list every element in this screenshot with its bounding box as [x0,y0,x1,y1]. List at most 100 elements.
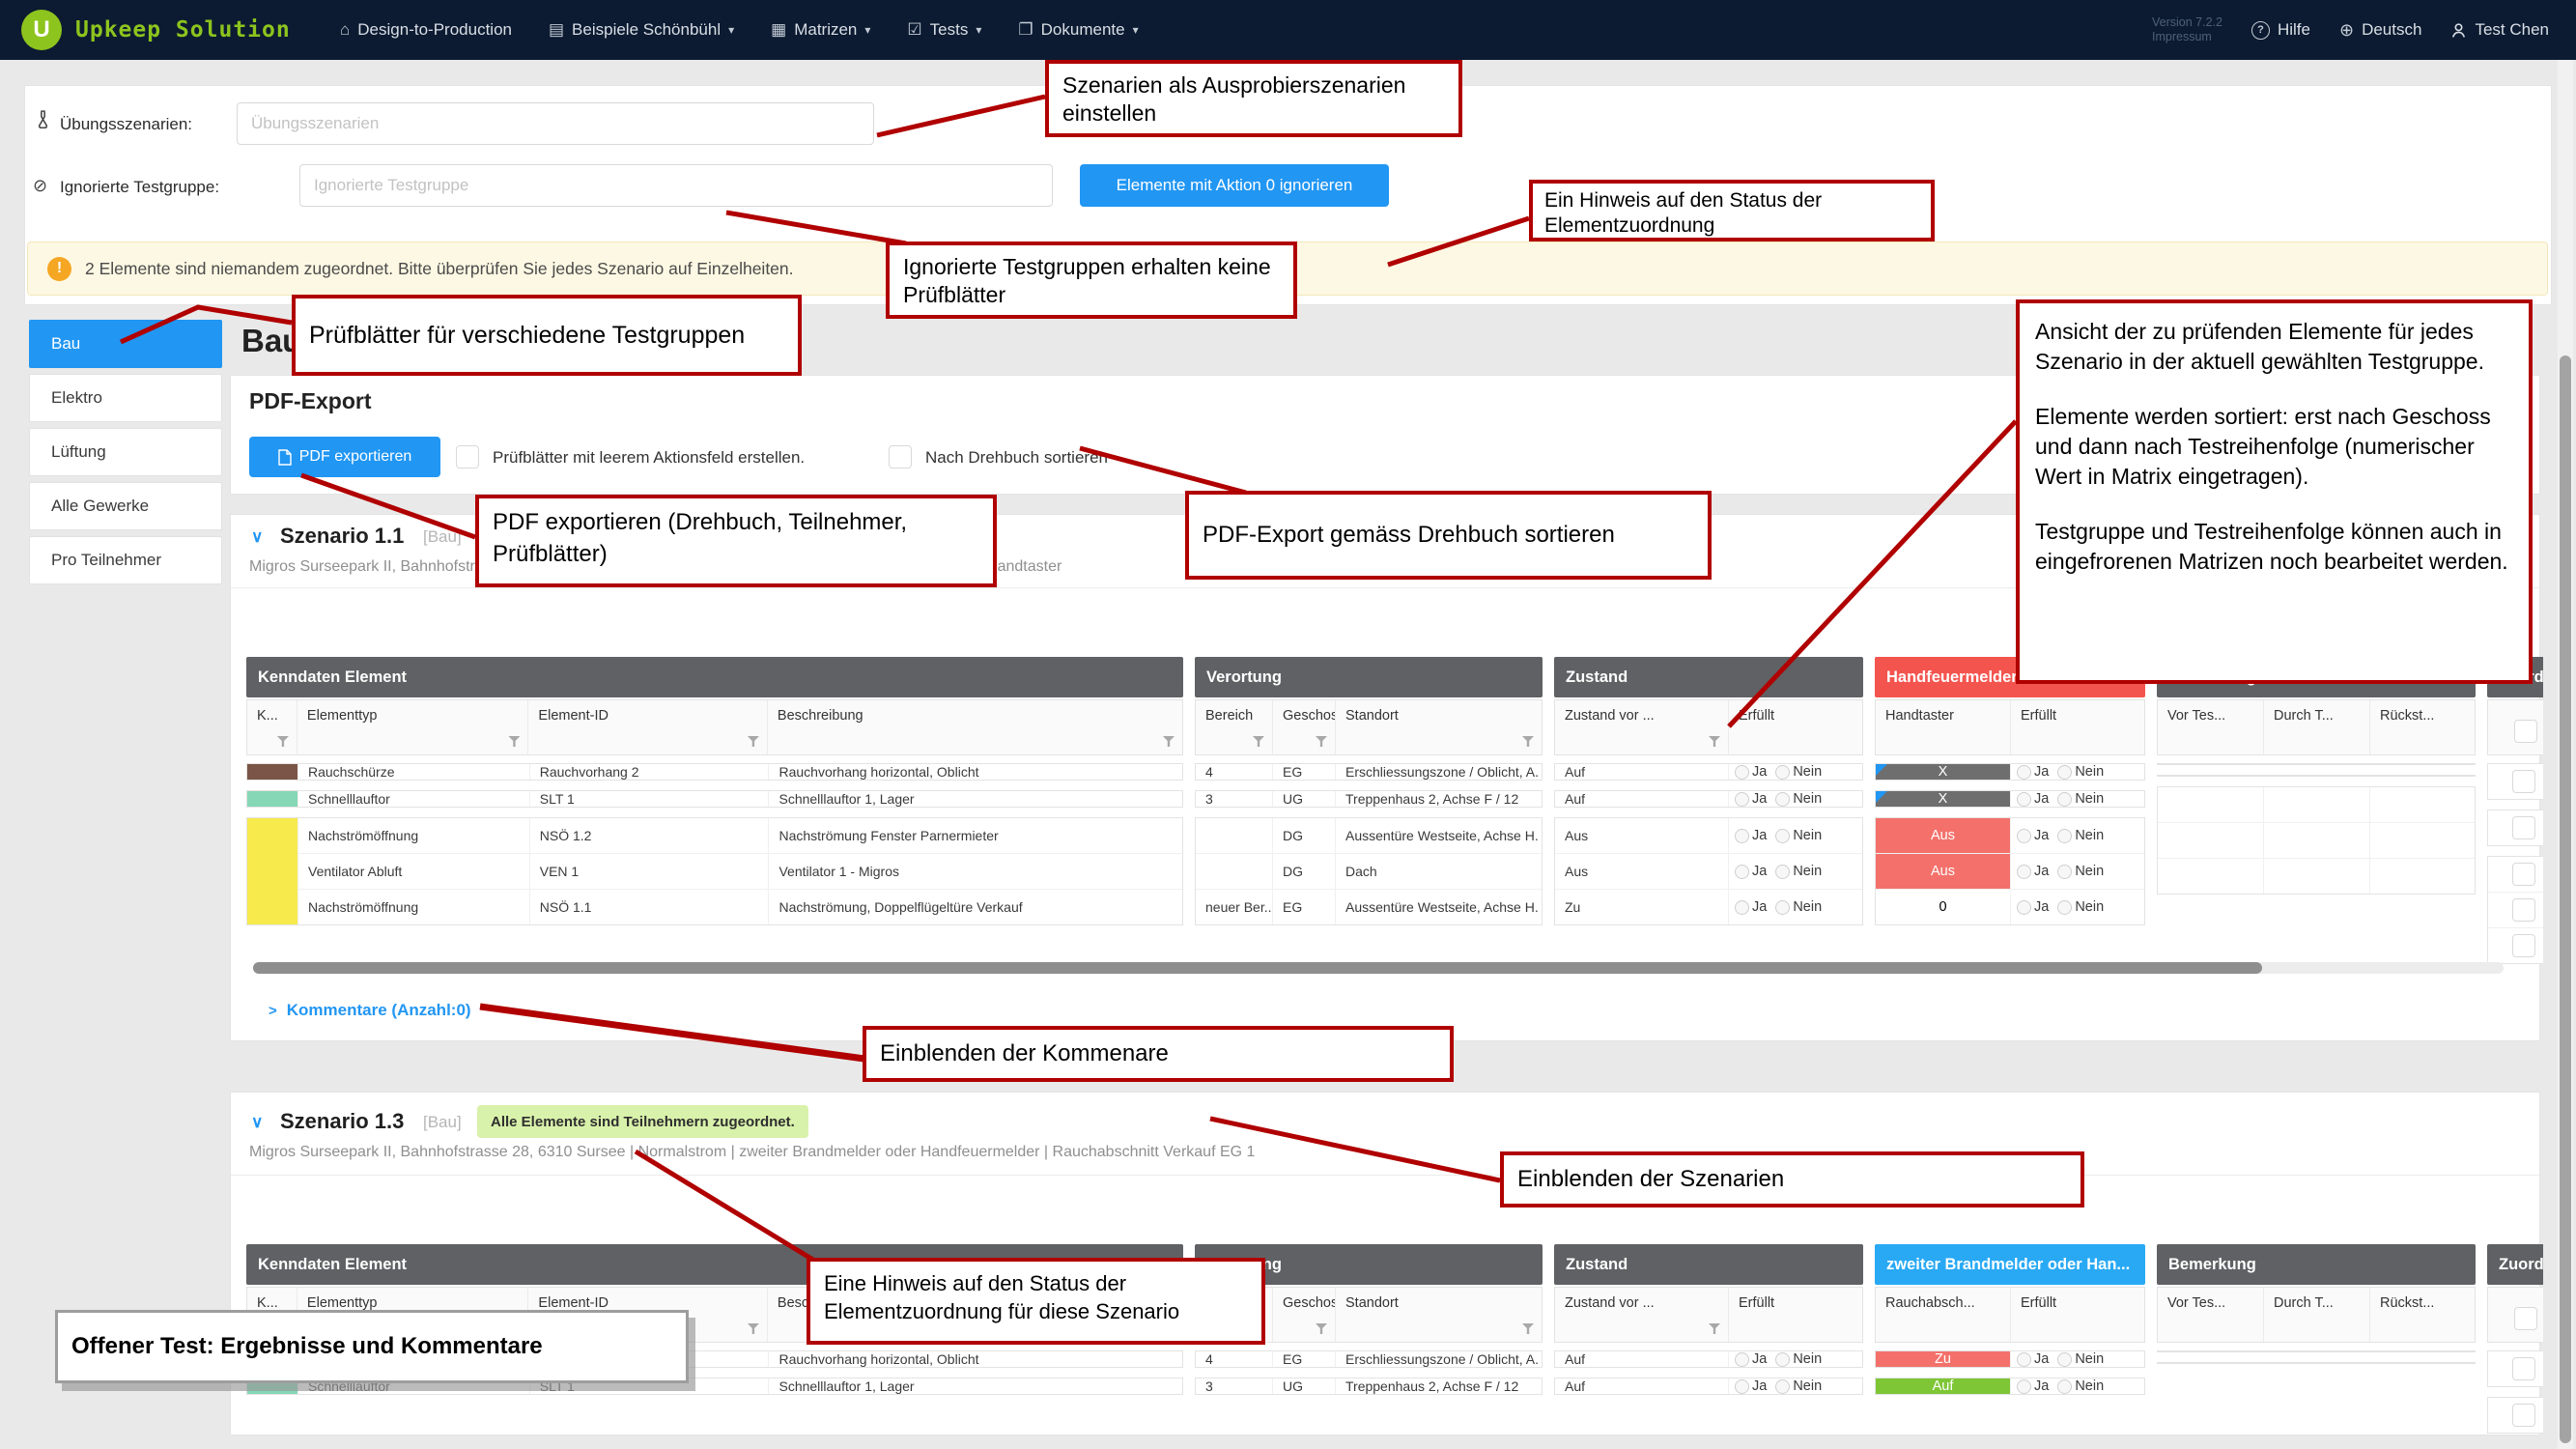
cell-empty[interactable] [2264,787,2370,822]
row-checkbox[interactable] [2511,863,2535,886]
radio-ja[interactable] [1735,828,1749,843]
table-row[interactable]: 3 UG Treppenhaus 2, Achse F / 12 [1195,1378,1543,1395]
radio-ja[interactable] [2017,1351,2031,1367]
radio-nein[interactable] [2057,1351,2073,1367]
chevron-down-icon[interactable]: ∨ [251,1113,264,1131]
ignored-testgroup-input[interactable] [299,164,1053,207]
nav-item-tests[interactable]: ☑ Tests ▾ [907,20,981,40]
col-header-zustand-vor[interactable]: Zustand vor ... [1555,1288,1729,1342]
col-header-element-id[interactable]: Element-ID [528,1288,768,1342]
row-checkbox[interactable] [2511,1357,2535,1380]
filter-icon[interactable] [276,736,289,747]
status-cell[interactable]: 0 [1876,890,2011,924]
cell-empty[interactable] [2370,787,2473,822]
table-row-group[interactable] [2487,856,2543,964]
table-row[interactable]: Rauchschürze Rauchvorhang 2 Rauchvorhang… [246,763,1183,781]
table-row[interactable]: 4 EG Erschliessungszone / Oblicht, A... [1195,1350,1543,1368]
filter-icon[interactable] [508,736,521,747]
table-row[interactable]: X Ja Nein [1875,763,2145,781]
nav-item-dokumente[interactable]: ❐ Dokumente ▾ [1018,20,1138,40]
select-all-checkbox[interactable] [2513,1307,2537,1330]
col-header-handtaster[interactable]: Handtaster [1876,700,2011,754]
table-row-group[interactable]: Nachströmöffnung NSÖ 1.2 Nachströmung Fe… [246,817,1183,925]
select-all-checkbox[interactable] [2513,720,2537,743]
col-header-rauchabschnitt[interactable]: Rauchabsch... [1876,1288,2011,1342]
col-header-zustand-vor[interactable]: Zustand vor ... [1555,700,1729,754]
col-header-durch-test[interactable]: Durch T... [2264,700,2370,754]
table-row[interactable] [2157,1362,2476,1364]
col-header-durch-test[interactable]: Durch T... [2264,1288,2370,1342]
radio-nein[interactable] [2057,828,2073,843]
radio-ja[interactable] [1735,1378,1749,1394]
cell-empty[interactable] [2264,859,2370,894]
status-cell[interactable]: Aus [1876,818,2011,853]
col-header-geschoss[interactable]: Geschoss [1273,1288,1336,1342]
radio-ja[interactable] [2017,764,2031,780]
table-row[interactable]: Auf Ja Nein [1875,1378,2145,1395]
table-row[interactable] [2157,775,2476,777]
status-cell[interactable]: X [1876,764,2011,780]
filter-icon[interactable] [1709,1323,1720,1334]
col-header-bereich[interactable]: Bereich [1196,700,1273,754]
filter-icon[interactable] [1316,736,1327,747]
sidebar-item-pro-teilnehmer[interactable]: Pro Teilnehmer [29,536,222,584]
col-header-geschoss[interactable]: Geschoss [1273,700,1336,754]
table-horizontal-scrollbar[interactable] [253,962,2504,974]
language-menu[interactable]: ⊕ Deutsch [2339,20,2421,41]
table-row[interactable]: Auf Ja Nein [1554,763,1863,781]
nav-item-matrizen[interactable]: ▦ Matrizen ▾ [771,20,870,40]
filter-icon[interactable] [747,736,759,747]
col-header-rueckstellung[interactable]: Rückst... [2380,708,2435,724]
col-header-standort[interactable]: Standort [1336,1288,1542,1342]
row-checkbox[interactable] [2511,1404,2535,1427]
filter-icon[interactable] [1709,736,1720,747]
sidebar-item-bau[interactable]: Bau [29,320,222,368]
sidebar-item-alle-gewerke[interactable]: Alle Gewerke [29,482,222,530]
filter-icon[interactable] [747,1323,759,1334]
cell-empty[interactable] [2158,823,2264,858]
table-row-group[interactable]: DG Aussentüre Westseite, Achse H... DG D… [1195,817,1543,925]
help-menu[interactable]: ? Hilfe [2250,20,2310,40]
brand-name[interactable]: Upkeep Solution [75,17,291,43]
filter-icon[interactable] [1316,1323,1327,1334]
status-cell[interactable]: X [1876,791,2011,807]
training-scenarios-input[interactable] [237,102,874,145]
cell-empty[interactable] [2158,859,2264,894]
col-header-vor-test[interactable]: Vor Tes... [2158,1288,2264,1342]
radio-nein[interactable] [1775,1351,1791,1367]
cell-empty[interactable] [2264,823,2370,858]
scenario-1-1-title[interactable]: Szenario 1.1 [280,524,405,548]
radio-nein[interactable] [2057,864,2073,879]
table-row-group[interactable]: Aus Ja Nein Aus Ja Nein 0 Ja Nein [1875,817,2145,925]
radio-ja[interactable] [2017,899,2031,915]
col-header-standort[interactable]: Standort [1336,700,1542,754]
radio-nein[interactable] [1775,828,1791,843]
impressum-link[interactable]: Impressum [2152,30,2212,43]
col-header-vor-test[interactable]: Vor Tes... [2158,700,2264,754]
radio-nein[interactable] [1775,864,1791,879]
scrollbar-thumb[interactable] [253,962,2262,974]
radio-nein[interactable] [1775,899,1791,915]
row-checkbox[interactable] [2511,898,2535,922]
version-info[interactable]: Version 7.2.2 Impressum [2152,15,2222,44]
table-row[interactable]: Auf Ja Nein [1554,1350,1863,1368]
col-header-rueckstellung[interactable]: Rückst... [2380,1295,2435,1311]
row-checkbox[interactable] [2511,816,2535,839]
col-header-beschreibung[interactable]: Beschreibung [768,700,1182,754]
radio-ja[interactable] [1735,791,1749,807]
radio-ja[interactable] [1735,764,1749,780]
table-row[interactable] [2487,1397,2543,1434]
nav-item-beispiele[interactable]: ▤ Beispiele Schönbühl ▾ [549,20,734,40]
cell-empty[interactable] [2370,823,2473,858]
radio-ja[interactable] [2017,1378,2031,1394]
radio-nein[interactable] [2057,764,2073,780]
table-row[interactable] [2157,763,2476,765]
radio-nein[interactable] [2057,899,2073,915]
radio-nein[interactable] [2057,791,2073,807]
brand-logo-icon[interactable]: U [21,10,62,50]
filter-icon[interactable] [1522,1323,1534,1334]
filter-icon[interactable] [1253,736,1264,747]
sort-by-drehbuch-checkbox[interactable] [889,445,912,469]
radio-nein[interactable] [1775,1378,1791,1394]
col-header-erfuellt[interactable]: Erfüllt [2021,1295,2057,1311]
